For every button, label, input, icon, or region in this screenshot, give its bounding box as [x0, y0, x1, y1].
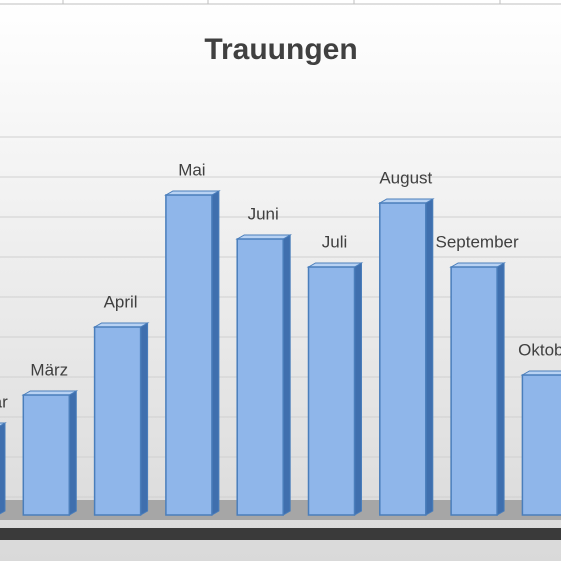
bar — [450, 266, 498, 516]
bar-side — [0, 422, 6, 515]
data-label: Juni — [248, 204, 279, 223]
bar-side — [354, 262, 362, 516]
bar — [165, 194, 213, 516]
data-label: Februar — [0, 392, 8, 411]
floor-edge — [0, 528, 561, 540]
bar — [22, 394, 71, 516]
data-label: August — [379, 168, 432, 187]
bar — [379, 202, 427, 516]
data-label: Mai — [178, 160, 205, 179]
data-label: Juli — [322, 232, 348, 251]
bar-side — [282, 234, 291, 516]
bar-side — [425, 198, 434, 516]
bar-side — [140, 322, 149, 516]
bar-side — [496, 262, 505, 516]
bar — [521, 374, 561, 516]
data-label: Oktober — [518, 340, 561, 359]
sheet-cells — [0, 0, 561, 5]
data-label: September — [436, 232, 519, 251]
bar-top — [0, 422, 7, 427]
bar — [236, 238, 284, 516]
bar-side — [68, 390, 77, 516]
bar — [93, 326, 142, 516]
chart-title: Trauungen — [204, 33, 357, 66]
bar-side — [211, 190, 220, 516]
data-label: März — [30, 360, 68, 379]
data-label: April — [104, 292, 138, 311]
bar — [307, 266, 356, 516]
